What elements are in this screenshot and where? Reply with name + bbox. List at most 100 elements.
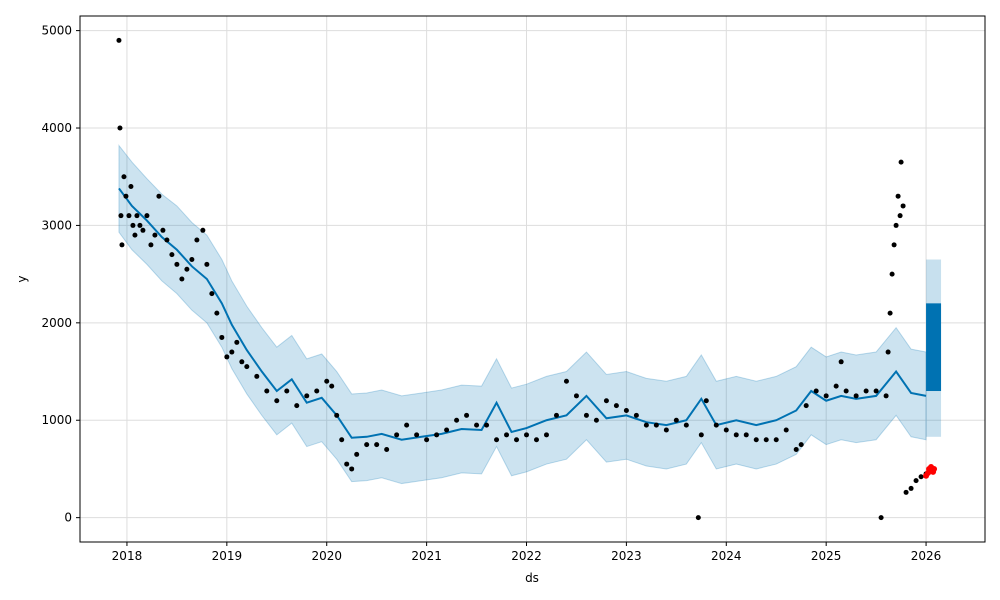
observed-point — [424, 437, 430, 443]
observed-point — [164, 237, 170, 243]
observed-point — [254, 373, 260, 379]
observed-point — [454, 417, 460, 423]
observed-point — [132, 232, 138, 238]
observed-point — [219, 334, 225, 340]
observed-point — [793, 446, 799, 452]
observed-point — [128, 183, 134, 189]
y-tick-label: 5000 — [41, 24, 72, 38]
observed-point — [354, 451, 360, 457]
observed-point — [329, 383, 335, 389]
observed-point — [174, 261, 180, 267]
observed-point — [140, 227, 146, 233]
observed-point — [843, 388, 849, 394]
observed-point — [673, 417, 679, 423]
y-tick-label: 4000 — [41, 121, 72, 135]
observed-point — [833, 383, 839, 389]
observed-point — [514, 437, 520, 443]
observed-point — [349, 466, 355, 472]
observed-point — [663, 427, 669, 433]
observed-point — [137, 222, 143, 228]
observed-point — [813, 388, 819, 394]
observed-point — [703, 398, 709, 404]
observed-point — [126, 213, 132, 219]
x-tick-label: 2024 — [711, 549, 742, 563]
observed-point — [878, 515, 884, 521]
observed-point — [798, 442, 804, 448]
observed-point — [274, 398, 280, 404]
observed-point — [200, 227, 206, 233]
observed-point — [229, 349, 235, 355]
x-tick-label: 2018 — [112, 549, 143, 563]
x-tick-label: 2020 — [311, 549, 342, 563]
observed-point — [743, 432, 749, 438]
observed-point — [524, 432, 530, 438]
observed-point — [194, 237, 200, 243]
observed-point — [214, 310, 220, 316]
observed-point — [695, 515, 701, 521]
observed-point — [823, 393, 829, 399]
x-tick-label: 2019 — [212, 549, 243, 563]
future-forecast-band — [926, 303, 942, 392]
observed-point — [773, 437, 779, 443]
observed-point — [414, 432, 420, 438]
observed-point — [603, 398, 609, 404]
observed-point — [895, 193, 901, 199]
observed-point — [803, 403, 809, 409]
observed-point — [324, 378, 330, 384]
observed-point — [117, 125, 123, 131]
observed-point — [898, 159, 904, 165]
observed-point — [903, 489, 909, 495]
highlight-point — [931, 465, 938, 472]
highlighted-points — [923, 463, 938, 479]
observed-point — [384, 446, 390, 452]
observed-point — [169, 252, 175, 258]
observed-point — [633, 412, 639, 418]
observed-point — [339, 437, 345, 443]
observed-point — [179, 276, 185, 282]
y-tick-label: 0 — [64, 511, 72, 525]
observed-point — [118, 213, 124, 219]
observed-point — [123, 193, 129, 199]
x-axis: 2018 2019 2020 2021 2022 2023 2024 2025 2026 — [112, 542, 942, 563]
observed-point — [623, 408, 629, 413]
observed-point — [484, 422, 490, 428]
observed-point — [504, 432, 510, 438]
observed-point — [239, 359, 245, 365]
observed-point — [698, 432, 704, 438]
observed-point — [464, 412, 470, 418]
observed-point — [918, 474, 924, 480]
observed-point — [344, 461, 350, 467]
observed-point — [838, 359, 844, 365]
observed-point — [334, 412, 340, 418]
observed-point — [134, 213, 140, 219]
observed-point — [209, 291, 215, 297]
observed-point — [897, 213, 903, 219]
observed-point — [116, 37, 122, 43]
observed-point — [294, 403, 300, 409]
observed-point — [474, 422, 480, 428]
y-tick-label: 3000 — [41, 218, 72, 232]
observed-point — [364, 442, 370, 448]
observed-point — [891, 242, 897, 248]
observed-point — [533, 437, 539, 443]
observed-point — [643, 422, 649, 428]
observed-point — [234, 339, 240, 345]
observed-point — [374, 442, 380, 448]
observed-point — [224, 354, 230, 360]
observed-point — [130, 222, 136, 228]
observed-point — [543, 432, 549, 438]
observed-point — [733, 432, 739, 438]
observed-point — [434, 432, 440, 438]
observed-point — [284, 388, 290, 394]
observed-point — [883, 393, 889, 399]
observed-point — [723, 427, 729, 433]
observed-point — [900, 203, 906, 209]
observed-point — [394, 432, 400, 438]
observed-point — [144, 213, 150, 219]
x-tick-label: 2021 — [411, 549, 442, 563]
observed-point — [264, 388, 270, 394]
observed-point — [304, 393, 310, 399]
x-tick-label: 2026 — [911, 549, 942, 563]
observed-point — [613, 403, 619, 409]
